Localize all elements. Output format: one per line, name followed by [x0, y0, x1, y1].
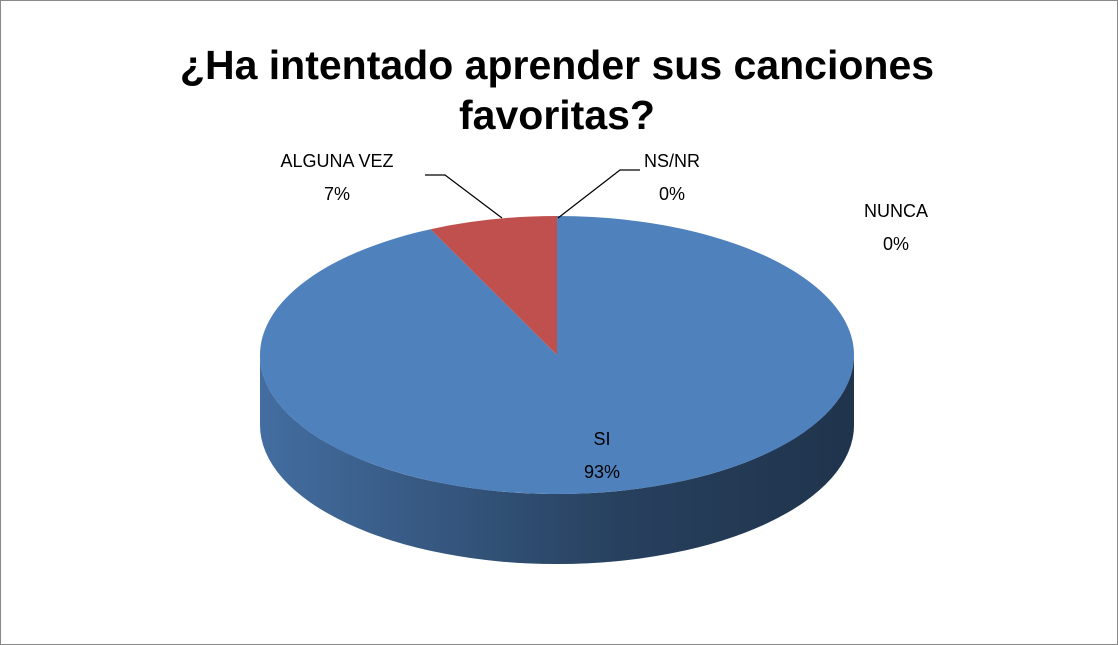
- slice: [430, 216, 557, 355]
- data-label-category: NS/NR: [644, 151, 700, 171]
- leader-line: [557, 169, 640, 219]
- data-label-value: 7%: [324, 184, 350, 204]
- data-label-category: ALGUNA VEZ: [280, 151, 393, 171]
- data-label-value: 0%: [659, 184, 685, 204]
- slice-side-shade: [260, 355, 854, 564]
- data-label-category: SI: [593, 429, 610, 449]
- data-label-value: 0%: [883, 234, 909, 254]
- data-label-category: NUNCA: [864, 201, 928, 221]
- leader-line: [425, 174, 503, 219]
- data-label-value: 93%: [584, 462, 620, 482]
- chart-title: ¿Ha intentado aprender sus canciones fav…: [179, 42, 935, 138]
